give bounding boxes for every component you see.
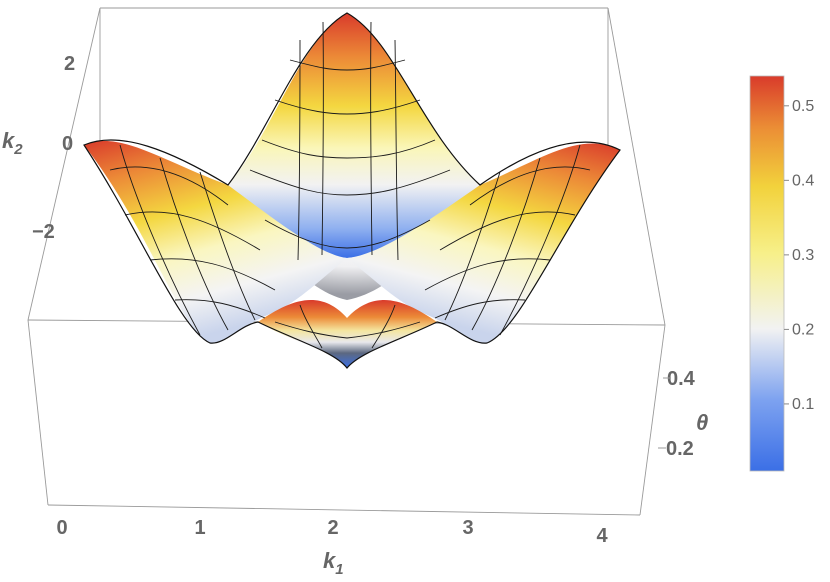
colorbar-tick-label: 0.3: [792, 247, 814, 264]
colorbar-tick-label: 0.5: [792, 98, 814, 115]
colorbar-ticks: 0.1 0.2 0.3 0.4 0.5: [784, 98, 814, 413]
k2-axis-label: k2: [2, 128, 23, 158]
surface: [83, 12, 621, 369]
surface-mesh: [109, 21, 591, 349]
colorbar-tick-label: 0.4: [792, 172, 814, 189]
k1-tick-3: 3: [462, 517, 473, 539]
colorbar: 0.1 0.2 0.3 0.4 0.5: [749, 75, 814, 472]
k1-tick-2: 2: [327, 517, 338, 539]
surface-left-ridge: [84, 140, 347, 344]
colorbar-gradient: [749, 75, 785, 472]
surface-bottom-peak: [258, 300, 437, 368]
colorbar-tick-label: 0.1: [792, 396, 814, 413]
k2-tick-2: 2: [64, 53, 75, 75]
theta-tick-02: 0.2: [666, 438, 694, 460]
k1-axis-label: k1: [323, 548, 344, 578]
colorbar-tick-label: 0.2: [792, 321, 814, 338]
plot-box: [27, 7, 666, 516]
k1-tick-0: 0: [56, 517, 67, 539]
surface-outline: [83, 12, 621, 369]
k2-axis: 2 0 −2 k2: [2, 53, 75, 243]
k2-tick-0: 0: [62, 133, 73, 155]
surface-top-peak: [228, 13, 480, 258]
surface-right-ridge: [347, 143, 620, 344]
theta-axis: 0.4 0.2 θ: [658, 368, 708, 460]
k1-tick-4: 4: [596, 525, 608, 547]
k1-axis: 0 1 2 3 4 k1: [56, 517, 608, 578]
k2-tick-m2: −2: [32, 221, 55, 243]
theta-axis-label: θ: [696, 410, 708, 435]
theta-tick-04: 0.4: [667, 368, 696, 390]
k1-tick-1: 1: [194, 517, 205, 539]
